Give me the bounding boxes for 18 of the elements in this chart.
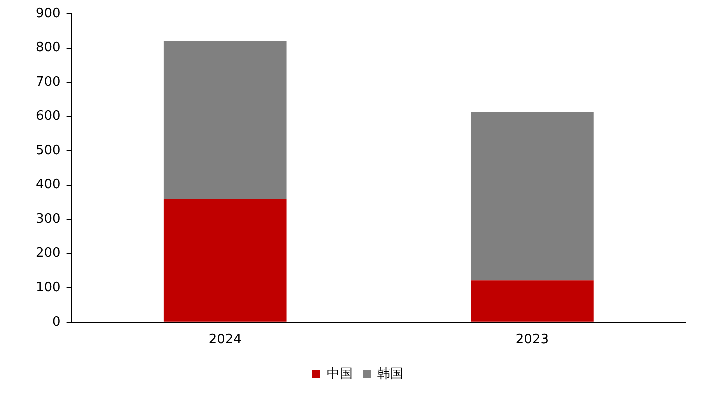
legend-label: 中国 <box>327 366 353 382</box>
y-tick-label: 900 <box>36 6 61 22</box>
bar <box>164 41 287 200</box>
y-tick-label: 400 <box>36 178 61 193</box>
bar <box>471 112 594 281</box>
y-tick-label: 0 <box>52 314 61 330</box>
legend-label: 韩国 <box>378 366 404 382</box>
x-tick-label: 2023 <box>516 332 549 348</box>
y-tick-label: 300 <box>36 212 61 227</box>
bar <box>164 199 287 322</box>
y-tick-label: 700 <box>36 74 61 90</box>
bar <box>471 280 594 322</box>
x-tick-label: 2024 <box>208 332 242 348</box>
y-tick-label: 800 <box>36 40 61 56</box>
y-tick-label: 600 <box>36 109 61 124</box>
y-tick-label: 500 <box>36 143 61 158</box>
y-tick-label: 100 <box>36 280 61 296</box>
y-tick-label: 200 <box>36 246 61 262</box>
